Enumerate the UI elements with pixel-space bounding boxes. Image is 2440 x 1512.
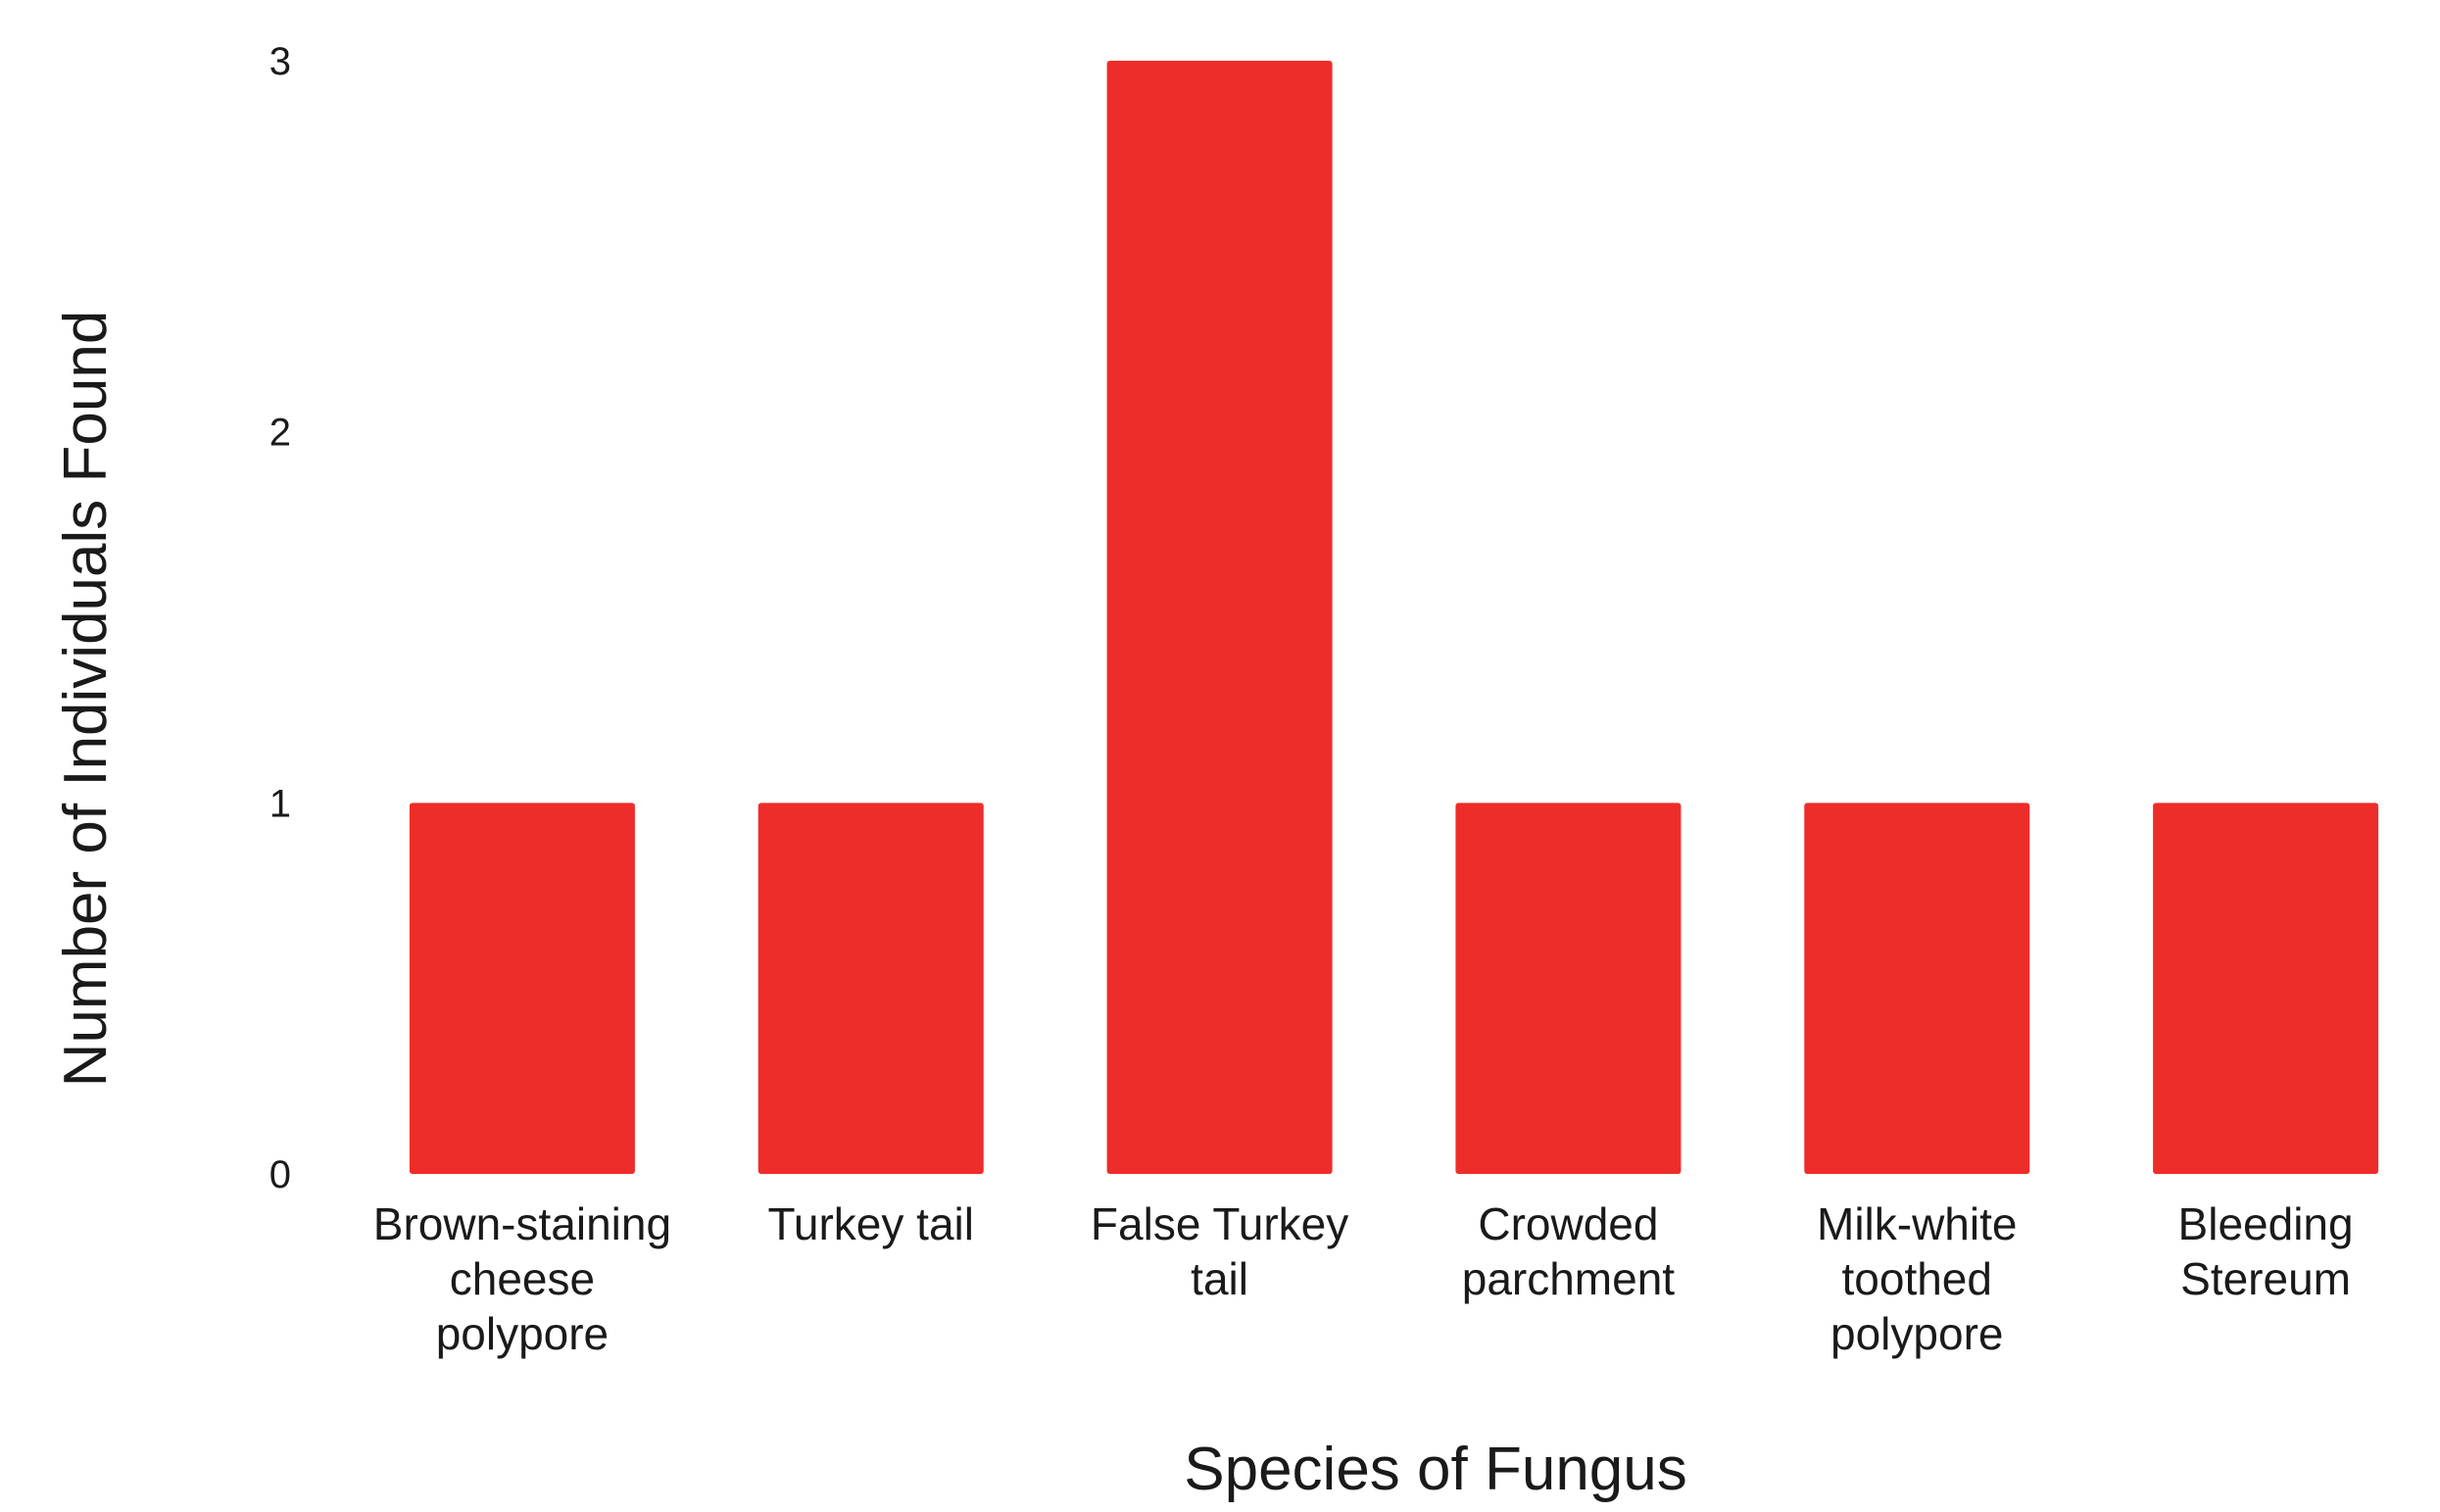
x-axis-title: Species of Fungus xyxy=(1184,1436,1687,1503)
bar xyxy=(1106,61,1333,1174)
x-axis-category-labels: Brown-staining cheese polypore Turkey tail F… xyxy=(373,1198,2354,1359)
bar xyxy=(1455,803,1682,1174)
y-axis-ticks: 0 1 2 3 xyxy=(269,40,291,1196)
x-category-label: Brown-staining cheese polypore xyxy=(373,1198,671,1359)
bar xyxy=(757,803,984,1174)
y-tick-label: 1 xyxy=(269,782,291,825)
bar xyxy=(409,803,635,1174)
y-tick-label: 2 xyxy=(269,412,291,455)
x-category-label: False Turkey tail xyxy=(1091,1198,1348,1304)
y-tick-label: 0 xyxy=(269,1153,291,1196)
x-category-label: Bleeding Stereum xyxy=(2178,1198,2354,1304)
x-category-label: Turkey tail xyxy=(768,1198,974,1249)
bar xyxy=(1804,803,2030,1174)
x-category-label: Crowded parchment xyxy=(1462,1198,1676,1304)
bar xyxy=(2153,803,2379,1174)
bars xyxy=(409,61,2379,1174)
x-category-label: Milk-white toothed polypore xyxy=(1817,1198,2017,1359)
y-axis-title: Number of Individuals Found xyxy=(52,311,120,1088)
y-tick-label: 3 xyxy=(269,40,291,83)
